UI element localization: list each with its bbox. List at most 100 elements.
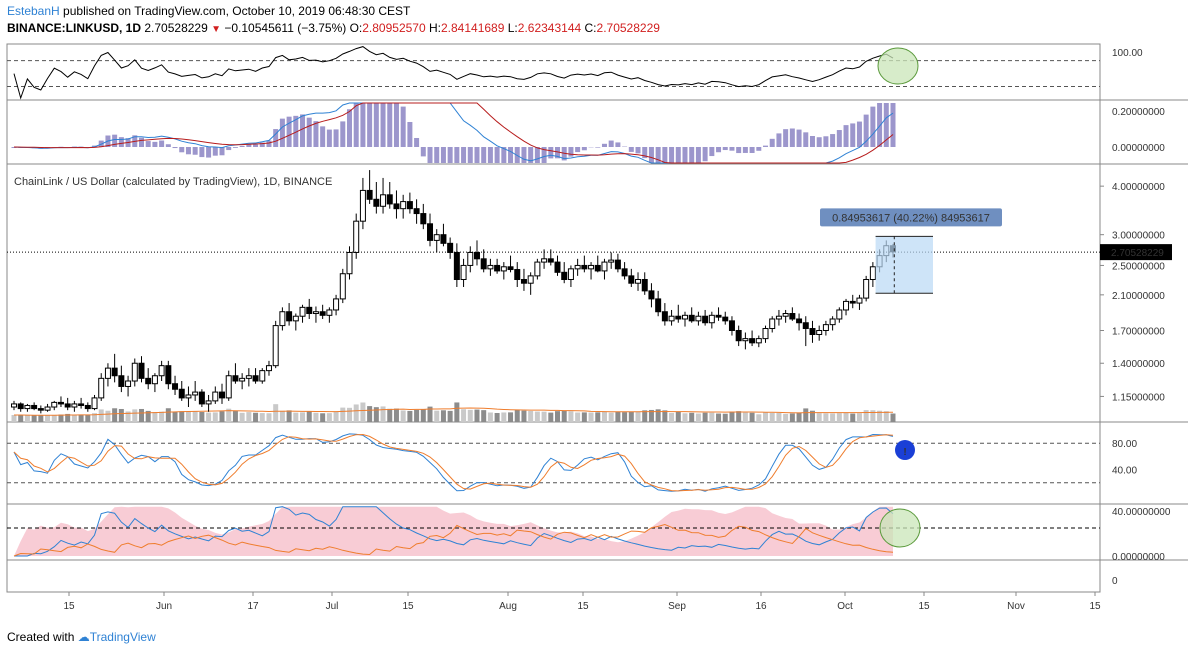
- macd-histogram-bar: [407, 121, 413, 147]
- macd-histogram-bar: [112, 134, 118, 147]
- price-tick-label: 1.15000000: [1112, 392, 1165, 403]
- candle-body: [675, 315, 682, 320]
- candle-body: [614, 259, 621, 270]
- volume-bar: [675, 411, 681, 422]
- macd-histogram-bar: [286, 116, 292, 147]
- last-price-badge: [1100, 244, 1172, 261]
- candle: [178, 381, 185, 401]
- candle: [843, 298, 850, 316]
- high-value: 2.84141689: [441, 21, 505, 35]
- volume-bar: [125, 411, 131, 422]
- candle: [185, 386, 192, 408]
- macd-histogram-bar: [776, 133, 782, 147]
- candle: [373, 181, 380, 214]
- volume-bar: [219, 411, 225, 422]
- measure-tooltip: [820, 208, 1002, 227]
- price-tick-label: 2.10000000: [1112, 291, 1165, 302]
- volume-bar: [528, 410, 534, 422]
- macd-histogram-bar: [628, 147, 634, 152]
- volume-bar: [58, 414, 64, 422]
- macd-line: [13, 102, 894, 164]
- candle-body: [460, 264, 467, 280]
- candle: [326, 307, 333, 323]
- macd-histogram-bar: [192, 147, 198, 155]
- price-tick-label: 1.40000000: [1112, 359, 1165, 370]
- high-label: H:: [429, 21, 441, 35]
- candle: [339, 268, 346, 304]
- candle-body: [239, 377, 246, 382]
- candle-body: [467, 251, 474, 266]
- volume-bar: [890, 413, 896, 422]
- candle: [715, 307, 722, 321]
- macd-histogram-bar: [454, 147, 460, 163]
- macd-histogram-bar: [655, 147, 661, 163]
- macd-histogram-bar: [803, 132, 809, 147]
- volume-bar: [232, 411, 238, 422]
- macd-histogram-bar: [159, 140, 165, 147]
- macd-histogram-bar: [373, 103, 379, 147]
- candle-body: [373, 198, 380, 207]
- volume-bar: [367, 406, 373, 422]
- candle: [614, 253, 621, 273]
- tradingview-brand[interactable]: TradingView: [89, 630, 156, 644]
- candle-body: [98, 377, 105, 399]
- macd-histogram-bar: [467, 147, 473, 163]
- macd-histogram-bar: [716, 147, 722, 153]
- macd-histogram-bar: [749, 147, 755, 153]
- candle-body: [500, 266, 507, 272]
- volume-bar: [414, 409, 420, 422]
- chart-canvas[interactable]: 100.00 0.20000000 0.00000000 4.00000000 3.…: [0, 0, 1188, 625]
- candle: [594, 255, 601, 273]
- candle-body: [319, 311, 326, 316]
- macd-histogram-bar: [259, 142, 265, 147]
- candle: [286, 303, 293, 326]
- macd-histogram-bar: [601, 143, 607, 147]
- volume-bar: [555, 411, 561, 422]
- created-with-text: Created with: [7, 630, 75, 644]
- volume-bar: [830, 413, 836, 422]
- candle-body: [688, 314, 695, 322]
- plus-di-line: [14, 506, 894, 557]
- macd-histogram-bar: [836, 130, 842, 147]
- candle: [57, 396, 64, 408]
- macd-histogram-bar: [561, 147, 567, 161]
- time-axis: 15 Jun 17 Jul 15 Aug 15 Sep 16 Oct 15 Nov 15: [63, 592, 1101, 612]
- candle-body: [406, 201, 413, 210]
- candle-body: [326, 309, 333, 316]
- macd-histogram-bar: [279, 118, 285, 147]
- dmi-tick-label: 0.00000000: [1112, 552, 1165, 563]
- volume-bar: [259, 413, 265, 422]
- volume-bar: [763, 412, 769, 422]
- candle-body: [594, 264, 601, 272]
- candle: [762, 325, 769, 343]
- candle-body: [567, 268, 574, 280]
- candle-body: [863, 278, 870, 299]
- candle: [856, 294, 863, 310]
- macd-histogram-bar: [353, 103, 359, 147]
- volume-bar: [467, 409, 473, 422]
- macd-histogram-bar: [118, 137, 124, 147]
- candle-body: [366, 189, 373, 200]
- rsi-line: [13, 46, 894, 100]
- volume-bar: [809, 410, 815, 422]
- candle: [588, 262, 595, 280]
- candle: [192, 381, 199, 401]
- macd-histogram-bar: [541, 147, 547, 163]
- volume-bar: [65, 413, 71, 422]
- volume-bar: [420, 409, 426, 422]
- volume-bar: [246, 412, 252, 422]
- volume-bar: [474, 409, 480, 422]
- candle: [809, 320, 816, 343]
- candle-body: [64, 403, 71, 408]
- rsi-tick-label: 100.00: [1112, 48, 1143, 59]
- candle-body: [822, 324, 829, 331]
- candle: [51, 400, 58, 411]
- stochastic-tick-label: 40.00: [1112, 466, 1137, 477]
- volume-bar: [105, 410, 111, 422]
- macd-histogram-bar: [340, 121, 346, 147]
- author-link[interactable]: EstebanH: [7, 4, 60, 18]
- candle: [225, 370, 232, 401]
- volume-ma-line: [13, 407, 894, 416]
- candle-body: [608, 259, 615, 263]
- macd-histogram-bar: [756, 147, 762, 151]
